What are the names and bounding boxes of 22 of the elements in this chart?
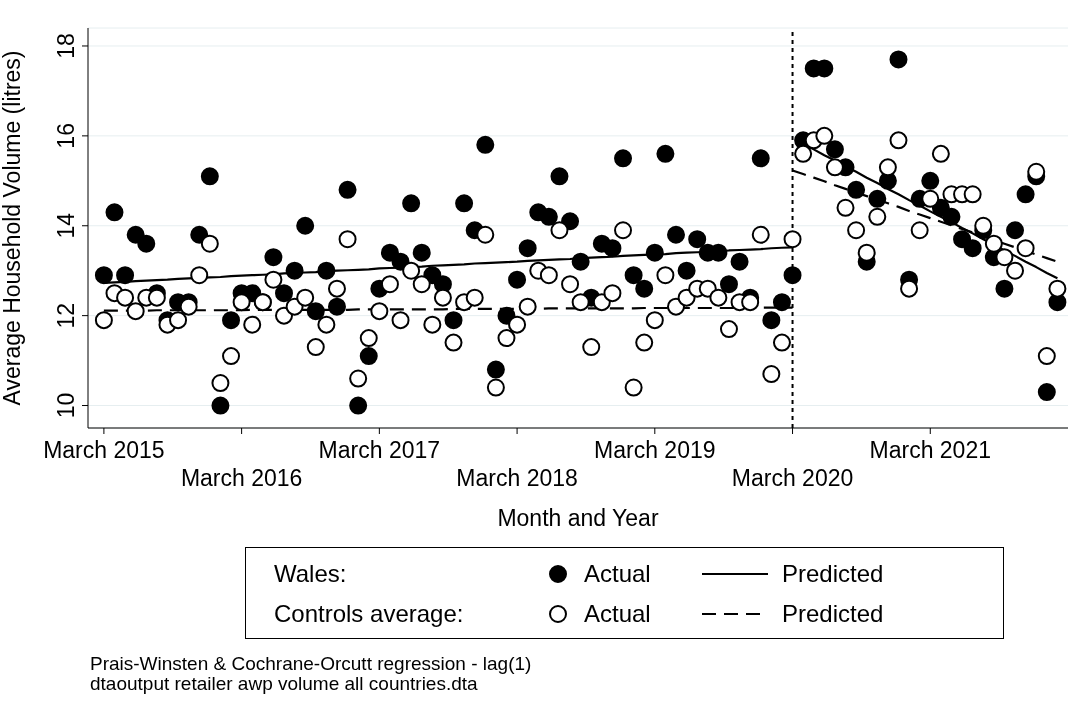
legend-label: Actual [584, 560, 651, 588]
x-tick-label: March 2020 [731, 465, 854, 491]
x-tick-label: March 2019 [594, 437, 716, 463]
y-tick-label: 18 [53, 33, 79, 59]
text: Controls average: [274, 600, 464, 628]
x-axis-title: Month and Year [497, 505, 659, 531]
x-tick-label: March 2018 [456, 465, 578, 491]
x-tick-label: March 2015 [43, 437, 165, 463]
y-tick-label: 12 [53, 302, 79, 329]
legend-label: Predicted [782, 560, 884, 588]
y-tick-label: 14 [53, 212, 79, 239]
text: dtaoutput retailer awp volume all countries.dta [90, 673, 479, 694]
text: Wales: [274, 560, 347, 588]
text: Prais-Winsten & Cochrane-Orcutt regression - lag(1) [90, 653, 532, 674]
y-axis-title: Average Household Volume (litres) [0, 50, 26, 406]
y-tick-label: 10 [53, 392, 79, 419]
legend-label: Predicted [782, 600, 884, 628]
x-tick-label: March 2017 [318, 437, 441, 463]
x-tick-label: March 2016 [180, 465, 303, 491]
legend-label: Actual [584, 600, 651, 628]
y-tick-label: 16 [53, 123, 79, 149]
x-tick-label: March 2021 [869, 437, 991, 463]
